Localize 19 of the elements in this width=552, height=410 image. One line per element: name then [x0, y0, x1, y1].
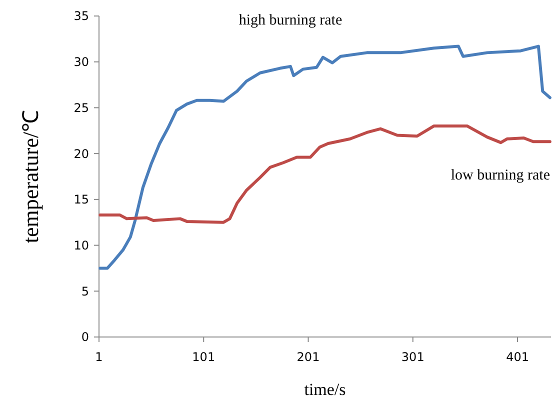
y-tick-label: 10 [74, 238, 89, 252]
series-label: high burning rate [238, 12, 342, 28]
x-tick-label: 401 [506, 350, 529, 364]
y-axis-title: temperature/℃ [18, 110, 43, 244]
y-tick-label: 0 [81, 330, 89, 344]
x-axis-title: time/s [304, 380, 346, 399]
x-tick-label: 101 [192, 350, 216, 364]
y-tick-label: 20 [74, 146, 89, 161]
y-tick-label: 15 [74, 192, 89, 207]
y-tick-label: 25 [74, 100, 89, 115]
line-series [98, 124, 552, 224]
x-tick-label: 201 [296, 350, 320, 364]
y-tick-label: 35 [74, 9, 89, 24]
x-tick-label: 1 [95, 350, 103, 364]
y-tick-label: 5 [81, 284, 89, 298]
line-series [98, 44, 552, 270]
y-tick-label: 30 [74, 55, 89, 70]
series-label: low burning rate [450, 168, 550, 184]
x-tick-label: 301 [401, 350, 424, 364]
